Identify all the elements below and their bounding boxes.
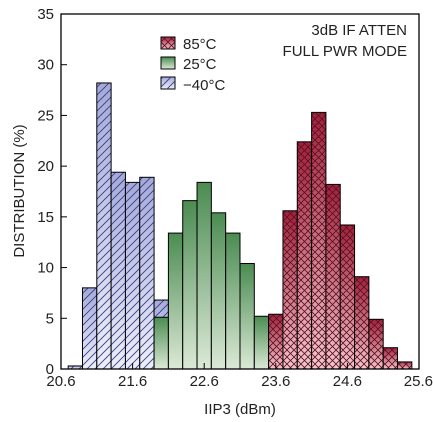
bar-85c [368,318,384,370]
bar-25c [253,315,270,370]
bar-85c [397,361,413,370]
y-tick-label: 10 [37,260,54,277]
x-tick-label: 23.6 [261,373,290,390]
x-tick-label: 22.6 [190,373,219,390]
y-axis-label: DISTRIBUTION (%) [11,124,28,257]
legend-label-m40c: −40°C [183,77,225,94]
bar-25c [182,200,198,370]
x-axis-label: IIP3 (dBm) [204,401,276,418]
bar-25c [225,232,241,370]
bar-85c [296,141,313,370]
bar-25c [153,316,169,370]
x-tick-label: 25.6 [404,373,433,390]
bar-25c [210,212,227,370]
y-tick-label: 35 [37,6,54,23]
legend-label-25c: 25°C [183,56,217,73]
legend: 85°C 25°C −40°C [160,36,225,94]
bar-25c [239,263,255,370]
legend-swatch-25c [160,56,176,70]
annotation-line-1: 3dB IF ATTEN [311,22,407,39]
legend-swatch-85c-pattern [161,37,175,49]
plot-frame [60,13,420,370]
ticks-layer: 0 5 10 15 20 25 30 35 20.6 21.6 22.6 23.6 24.6 25.6 [37,6,433,390]
legend-label-85c: 85°C [183,36,217,53]
bar-m40c [139,176,155,370]
bar-85c [268,313,284,370]
bars-layer [67,82,413,370]
bar-m40c [81,287,98,370]
x-tick-label: 20.6 [46,373,75,390]
bar-85c [325,183,341,370]
bar-85c [282,210,298,370]
x-tick-label: 21.6 [118,373,147,390]
x-tick-label: 24.6 [333,373,362,390]
bar-85c [354,276,370,370]
bar-m40c [110,171,126,370]
bar-85c [382,347,399,370]
bar-m40c [96,82,112,370]
y-tick-label: 0 [46,361,54,378]
annotation-line-2: FULL PWR MODE [283,43,407,60]
bar-85c [311,111,327,370]
y-tick-label: 30 [37,57,54,74]
y-tick-label: 25 [37,107,54,124]
y-tick-label: 5 [46,310,54,327]
annotation-bg [262,17,417,65]
y-tick-label: 20 [37,158,54,175]
bar-25c [167,232,184,370]
y-tick-label: 15 [37,209,54,226]
legend-swatch-m40c-pattern [161,77,175,89]
bar-25c [196,181,212,370]
bar-85c [339,224,356,370]
bar-m40c [124,181,141,370]
